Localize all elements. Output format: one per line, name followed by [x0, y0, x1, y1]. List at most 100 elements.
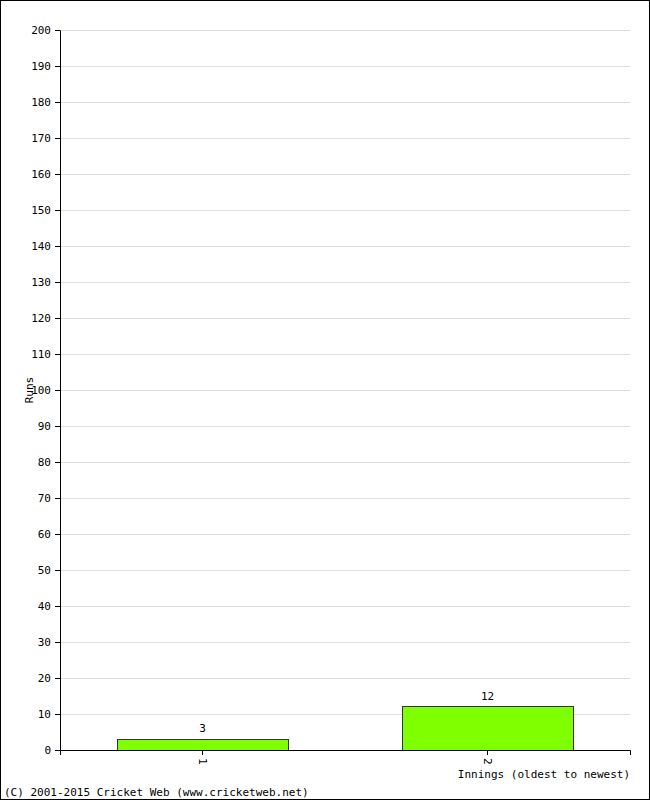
y-tick-label: 0 [44, 744, 51, 757]
grid-line [60, 678, 630, 679]
y-tick: 10 [38, 708, 60, 721]
grid-line [60, 390, 630, 391]
y-tick-label: 140 [31, 240, 51, 253]
y-tick-label: 60 [38, 528, 51, 541]
y-tick-label: 10 [38, 708, 51, 721]
x-tick-mark [487, 750, 488, 755]
y-tick-label: 50 [38, 564, 51, 577]
grid-line [60, 462, 630, 463]
y-tick-mark [55, 138, 60, 139]
bar [117, 739, 288, 750]
y-tick: 70 [38, 492, 60, 505]
y-tick: 0 [44, 744, 60, 757]
y-tick-mark [55, 354, 60, 355]
annotations: (C) 2001-2015 Cricket Web (www.cricketwe… [4, 786, 309, 799]
y-tick-mark [55, 498, 60, 499]
y-tick-mark [55, 246, 60, 247]
y-tick-label: 90 [38, 420, 51, 433]
y-tick: 20 [38, 672, 60, 685]
y-tick: 120 [31, 312, 60, 325]
y-tick: 190 [31, 60, 60, 73]
grid-line [60, 318, 630, 319]
grid-line [60, 642, 630, 643]
y-tick: 170 [31, 132, 60, 145]
y-tick-mark [55, 570, 60, 571]
data-labels: 312 [199, 690, 494, 735]
y-tick-mark [55, 714, 60, 715]
y-tick-label: 170 [31, 132, 51, 145]
y-tick-mark [55, 426, 60, 427]
grid-line [60, 174, 630, 175]
grid-line [60, 498, 630, 499]
y-tick: 90 [38, 420, 60, 433]
y-tick: 130 [31, 276, 60, 289]
credit: (C) 2001-2015 Cricket Web (www.cricketwe… [4, 786, 309, 799]
y-tick-mark [55, 174, 60, 175]
bar [402, 707, 573, 750]
y-tick-label: 180 [31, 96, 51, 109]
x-tick-label: 1 [196, 758, 209, 765]
frame [1, 1, 650, 800]
y-tick-label: 80 [38, 456, 51, 469]
x-tick-label: 2 [481, 758, 494, 765]
x-tick: 2 [481, 750, 494, 765]
grid-line [60, 570, 630, 571]
grid-line [60, 30, 630, 31]
y-tick-mark [55, 210, 60, 211]
y-tick: 60 [38, 528, 60, 541]
y-tick-label: 20 [38, 672, 51, 685]
y-tick: 140 [31, 240, 60, 253]
y-tick: 160 [31, 168, 60, 181]
y-tick-label: 150 [31, 204, 51, 217]
chart: 3120102030405060708090100110120130140150… [0, 0, 650, 800]
y-tick-label: 190 [31, 60, 51, 73]
y-tick-mark [55, 462, 60, 463]
y-tick-mark [55, 750, 60, 751]
grid-line [60, 246, 630, 247]
y-tick: 30 [38, 636, 60, 649]
y-tick-label: 70 [38, 492, 51, 505]
y-tick-mark [55, 30, 60, 31]
grid-line [60, 66, 630, 67]
x-tick: 1 [196, 750, 209, 765]
y-tick-label: 40 [38, 600, 51, 613]
grid-line [60, 354, 630, 355]
y-tick-mark [55, 66, 60, 67]
grid-line [60, 282, 630, 283]
grid-line [60, 138, 630, 139]
y-tick: 180 [31, 96, 60, 109]
bars [117, 707, 573, 750]
grid-line [60, 534, 630, 535]
y-tick-mark [55, 678, 60, 679]
y-tick: 50 [38, 564, 60, 577]
grid-line [60, 426, 630, 427]
data-label: 12 [481, 690, 494, 703]
y-tick-label: 200 [31, 24, 51, 37]
grid [60, 30, 630, 750]
grid-line [60, 606, 630, 607]
y-tick-mark [55, 102, 60, 103]
y-tick-label: 130 [31, 276, 51, 289]
y-axis-line [55, 31, 61, 751]
y-tick-mark [55, 642, 60, 643]
x-tick-mark [202, 750, 203, 755]
plot: 3120102030405060708090100110120130140150… [31, 24, 630, 765]
y-tick-mark [55, 390, 60, 391]
y-tick-label: 110 [31, 348, 51, 361]
x-axis-line [61, 751, 631, 756]
y-tick-label: 30 [38, 636, 51, 649]
y-tick-mark [55, 606, 60, 607]
x-axis: 12 [61, 750, 631, 765]
y-tick: 80 [38, 456, 60, 469]
grid-line [60, 102, 630, 103]
y-axis-title: Runs [23, 377, 36, 404]
y-tick-label: 160 [31, 168, 51, 181]
y-tick: 40 [38, 600, 60, 613]
y-tick-mark [55, 534, 60, 535]
grid-line [60, 210, 630, 211]
y-tick-mark [55, 318, 60, 319]
y-tick: 200 [31, 24, 60, 37]
y-tick-mark [55, 282, 60, 283]
y-tick: 150 [31, 204, 60, 217]
x-axis-title: Innings (oldest to newest) [458, 768, 630, 781]
